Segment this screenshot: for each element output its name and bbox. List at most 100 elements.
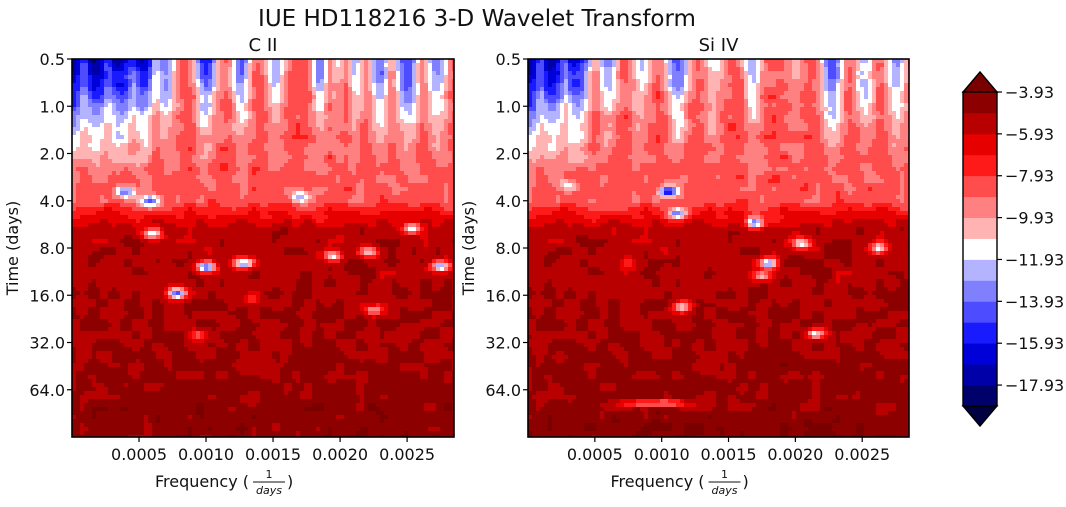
heatmap-cell [228,59,233,64]
heatmap-cell [420,171,425,176]
heatmap-cell [360,251,365,256]
heatmap-cell [192,87,197,92]
heatmap-cell [408,79,413,84]
heatmap-cell [308,215,313,220]
heatmap-cell [360,247,365,252]
heatmap-cell [176,191,181,196]
heatmap-cell [96,71,101,76]
heatmap-cell [344,235,349,240]
heatmap-cell [428,103,433,108]
heatmap-cell [288,135,293,140]
heatmap-cell [284,159,289,164]
heatmap-cell [280,199,285,204]
heatmap-cell [140,95,145,100]
heatmap-cell [236,119,241,124]
heatmap-cell [428,175,433,180]
heatmap-cell [76,215,81,220]
heatmap-cell [96,255,101,260]
heatmap-cell [128,219,133,224]
heatmap-cell [124,71,129,76]
heatmap-cell [252,87,257,92]
heatmap-cell [440,239,445,244]
heatmap-cell [84,91,89,96]
heatmap-cell [192,59,197,64]
heatmap-cell [452,263,454,268]
heatmap-cell [156,163,161,168]
heatmap-cell [232,203,237,208]
heatmap-cell [304,235,309,240]
heatmap-cell [348,255,353,260]
heatmap-cell [204,199,209,204]
heatmap-cell [160,71,165,76]
heatmap-cell [180,75,185,80]
heatmap-cell [240,167,245,172]
heatmap-cell [152,131,157,136]
heatmap-cell [324,67,329,72]
heatmap-cell [392,143,397,148]
heatmap-cell [96,243,101,248]
heatmap-cell [164,95,169,100]
heatmap-cell [356,155,361,160]
heatmap-cell [324,99,329,104]
heatmap-cell [80,207,85,212]
heatmap-cell [360,147,365,152]
heatmap-cell [448,123,453,128]
heatmap-cell [272,135,277,140]
heatmap-cell [88,183,93,188]
heatmap-cell [428,227,433,232]
heatmap-cell [112,119,117,124]
heatmap-cell [232,155,237,160]
heatmap-cell [144,223,149,228]
heatmap-cell [328,239,333,244]
heatmap-cell [188,123,193,128]
heatmap-cell [80,195,85,200]
heatmap-cell [364,243,369,248]
heatmap-cell [380,207,385,212]
heatmap-cell [168,87,173,92]
heatmap-cell [244,127,249,132]
heatmap-cell [260,243,265,248]
heatmap-cell [436,171,441,176]
heatmap-cell [416,211,421,216]
heatmap-cell [380,215,385,220]
heatmap-cell [116,247,121,252]
heatmap-cell [128,111,133,116]
heatmap-cell [380,159,385,164]
heatmap-cell [336,187,341,192]
heatmap-cell [72,211,77,216]
heatmap-cell [332,243,337,248]
heatmap-cell [244,207,249,212]
heatmap-cell [376,127,381,132]
heatmap-cell [384,83,389,88]
heatmap-cell [248,191,253,196]
heatmap-cell [276,259,281,264]
heatmap-cell [176,259,181,264]
heatmap-cell [152,95,157,100]
heatmap-cell [412,211,417,216]
heatmap-cell [236,151,241,156]
heatmap-cell [200,115,205,120]
heatmap-cell [320,135,325,140]
heatmap-cell [228,215,233,220]
heatmap-cell [248,199,253,204]
heatmap-cell [124,219,129,224]
heatmap-cell [300,219,305,224]
heatmap-cell [208,259,213,264]
heatmap-cell [208,175,213,180]
heatmap-cell [452,231,454,236]
heatmap-cell [424,195,429,200]
heatmap-cell [216,67,221,72]
heatmap-cell [236,67,241,72]
heatmap-cell [144,127,149,132]
heatmap-cell [108,95,113,100]
heatmap-cell [160,187,165,192]
heatmap-cell [204,75,209,80]
heatmap-cell [340,187,345,192]
heatmap-cell [148,147,153,152]
heatmap-cell [356,239,361,244]
heatmap-cell [316,131,321,136]
heatmap-cell [384,167,389,172]
heatmap-cell [384,235,389,240]
heatmap-cell [192,191,197,196]
heatmap-cell [196,207,201,212]
